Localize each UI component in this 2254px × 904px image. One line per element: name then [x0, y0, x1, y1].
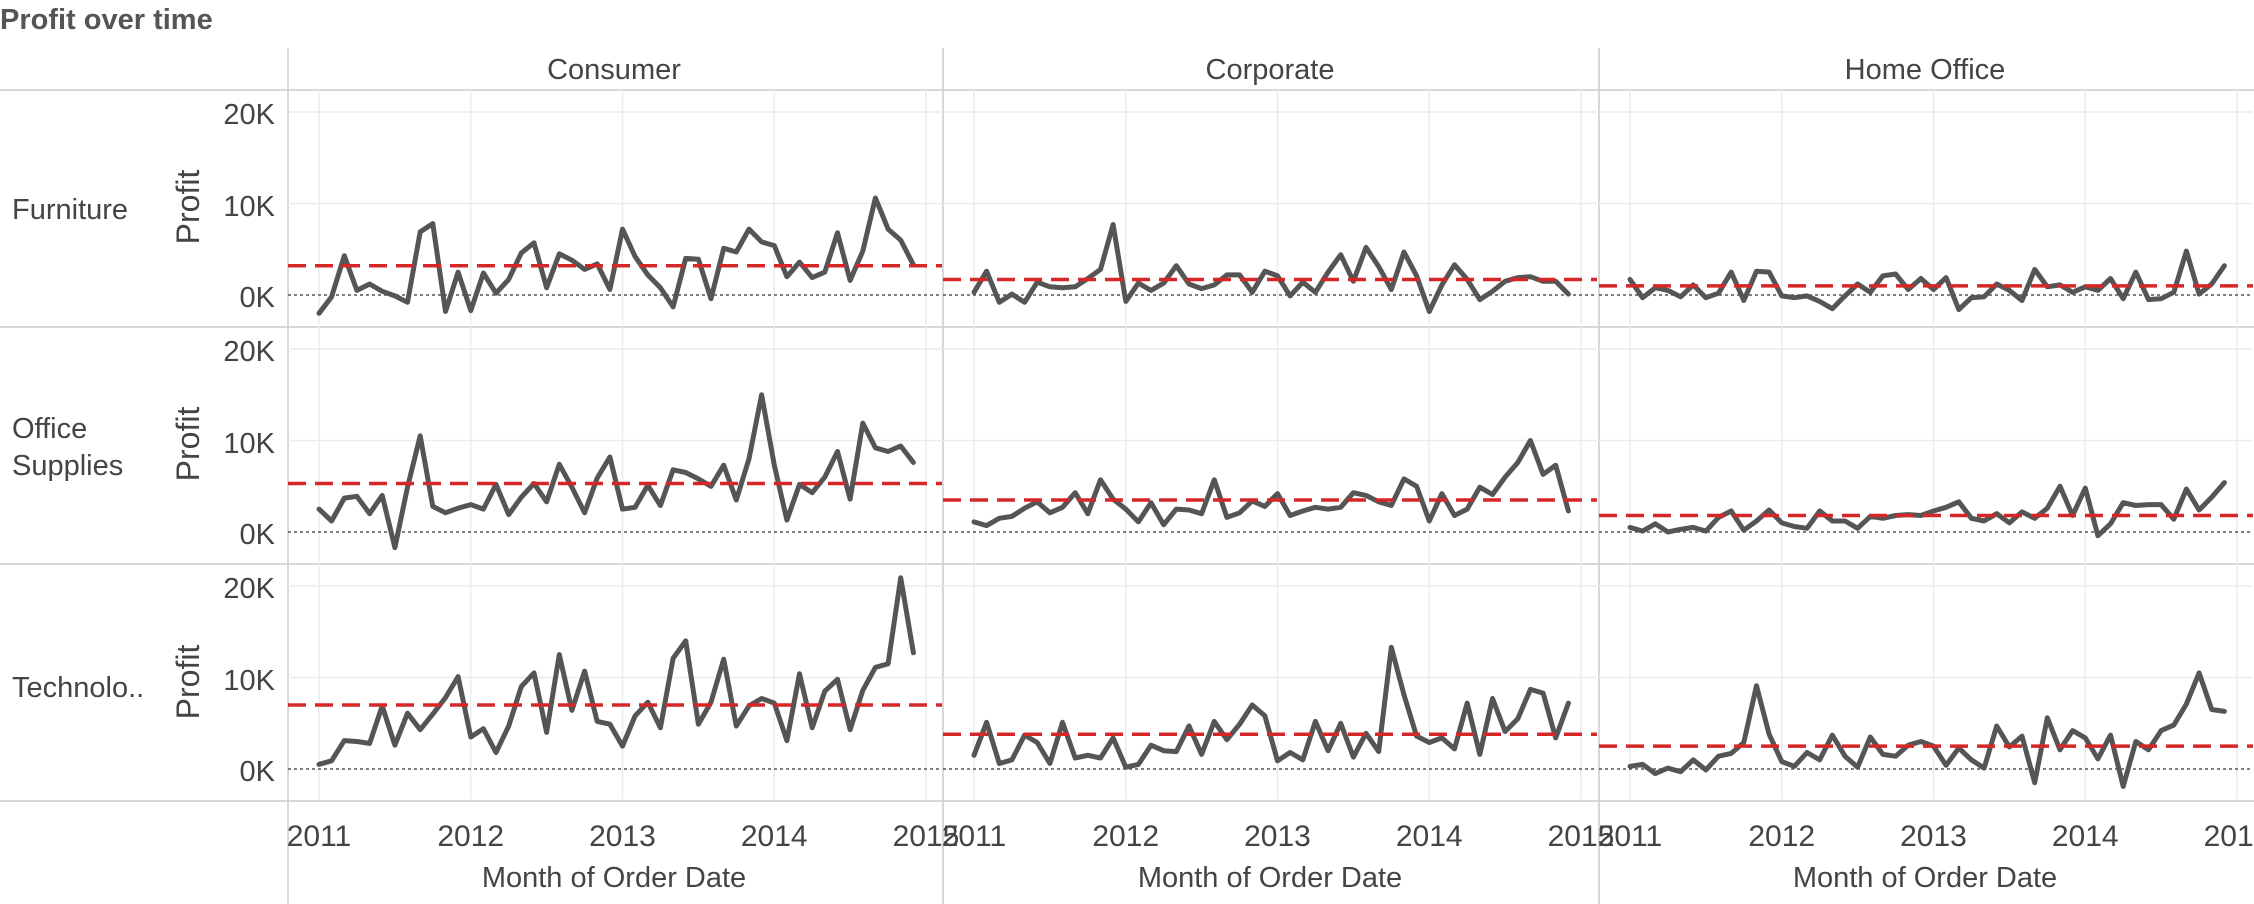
x-tick-label: 2013 [1244, 820, 1311, 853]
x-tick-label: 2013 [1900, 820, 1967, 853]
row-header-office-supplies-line2: Supplies [12, 450, 123, 482]
y-tick-label: 0K [240, 519, 276, 551]
series-line-home-office-furniture [1627, 248, 2227, 313]
y-tick-label: 10K [223, 665, 275, 697]
x-tick-label: 2015 [893, 820, 960, 853]
y-tick-label: 0K [240, 282, 276, 314]
y-tick-label: 20K [223, 99, 275, 131]
x-tick-label: 2014 [1396, 820, 1463, 853]
x-tick-label: 2013 [589, 820, 656, 853]
series-line-corporate-furniture [971, 222, 1571, 314]
x-tick-label: 2011 [287, 820, 352, 853]
series-line-consumer-technolo- [316, 575, 916, 767]
column-header-consumer: Consumer [547, 54, 681, 86]
x-axis-title-consumer: Month of Order Date [482, 862, 746, 894]
grid-layer [0, 48, 2254, 904]
series-line-corporate-office-supplies [971, 438, 1571, 529]
row-header-furniture: Furniture [12, 194, 128, 226]
x-tick-label: 2012 [1748, 820, 1815, 853]
y-tick-label: 10K [223, 428, 275, 460]
series-line-home-office-technolo- [1627, 670, 2227, 789]
chart-title: Profit over time [0, 4, 213, 36]
x-tick-label: 2012 [437, 820, 504, 853]
column-header-corporate: Corporate [1206, 54, 1335, 86]
x-tick-label: 2014 [741, 820, 808, 853]
series-line-home-office-office-supplies [1627, 480, 2227, 539]
row-header-office-supplies: Office Supplies [12, 413, 123, 482]
y-tick-label: 20K [223, 336, 275, 368]
x-axis-title-corporate: Month of Order Date [1138, 862, 1402, 894]
x-tick-label: 2011 [1598, 820, 1663, 853]
x-tick-label: 2012 [1092, 820, 1159, 853]
y-tick-label: 20K [223, 573, 275, 605]
y-tick-label: 0K [240, 756, 276, 788]
row-header-office-supplies-line1: Office [12, 413, 87, 445]
x-axis-title-home-office: Month of Order Date [1793, 862, 2057, 894]
y-tick-label: 10K [223, 191, 275, 223]
data-layer [288, 195, 2253, 789]
series-line-consumer-office-supplies [316, 392, 916, 551]
x-tick-label: 2014 [2052, 820, 2119, 853]
series-line-consumer-furniture [316, 195, 916, 316]
row-header-technology: Technolo.. [12, 672, 144, 704]
x-tick-label: 2011 [942, 820, 1007, 853]
series-line-corporate-technolo- [971, 644, 1571, 770]
x-tick-label: 2015 [2204, 820, 2254, 853]
x-tick-label: 2015 [1548, 820, 1615, 853]
y-axis-title-row2: Profit [170, 407, 206, 482]
y-axis-title-row1: Profit [170, 170, 206, 245]
column-header-home-office: Home Office [1845, 54, 2006, 86]
y-axis-title-row3: Profit [170, 645, 206, 720]
chart-frame: Consumer Corporate Home Office Furniture… [12, 54, 2057, 894]
